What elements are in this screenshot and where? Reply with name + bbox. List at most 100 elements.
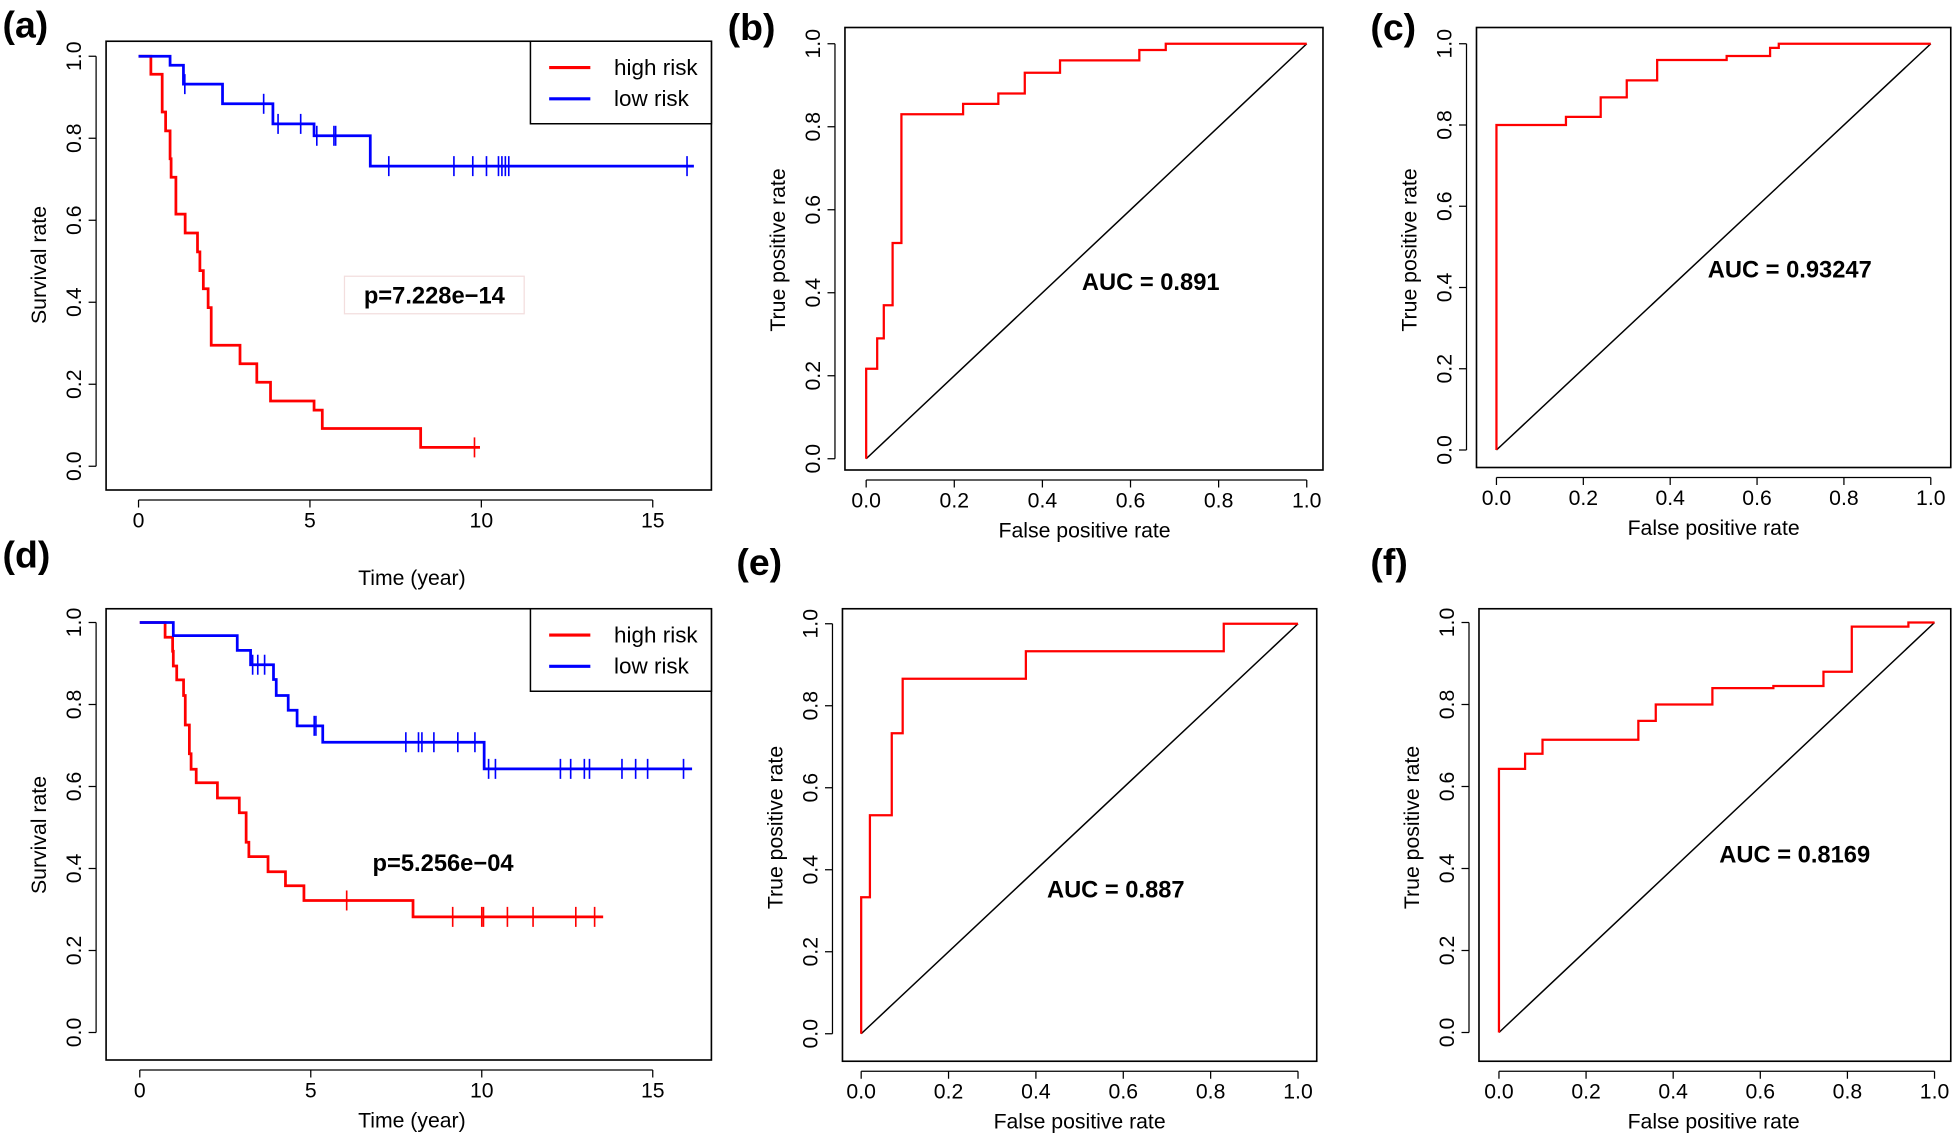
x-axis-label: Time (year) bbox=[358, 567, 466, 590]
y-tick-label: 0.8 bbox=[800, 691, 823, 721]
p-value-annotation: p=7.228e−14 bbox=[364, 284, 506, 310]
x-tick-label: 10 bbox=[470, 1079, 494, 1102]
panel-label: (d) bbox=[2, 533, 50, 575]
x-tick-label: 0.0 bbox=[846, 1081, 875, 1104]
y-tick-label: 0.0 bbox=[63, 451, 86, 481]
y-tick-label: 0.0 bbox=[802, 444, 825, 474]
x-tick-label: 1.0 bbox=[1292, 489, 1321, 512]
p-value-annotation: p=5.256e−04 bbox=[373, 851, 515, 877]
y-tick-label: 1.0 bbox=[802, 29, 825, 59]
x-axis-label: False positive rate bbox=[999, 519, 1171, 542]
x-tick-label: 5 bbox=[305, 1079, 317, 1102]
auc-annotation: AUC = 0.93247 bbox=[1708, 257, 1872, 283]
y-axis-label: True positive rate bbox=[1401, 746, 1424, 909]
x-tick-label: 0.2 bbox=[1569, 487, 1598, 510]
auc-annotation: AUC = 0.887 bbox=[1047, 877, 1185, 903]
x-axis-label: False positive rate bbox=[994, 1111, 1166, 1134]
y-tick-label: 0.0 bbox=[1436, 1018, 1459, 1048]
x-tick-label: 0.4 bbox=[1028, 489, 1058, 512]
auc-annotation: AUC = 0.8169 bbox=[1719, 842, 1870, 868]
x-axis-label: False positive rate bbox=[1628, 1111, 1800, 1134]
roc-curve bbox=[860, 622, 1299, 1034]
x-tick-label: 0.2 bbox=[940, 489, 969, 512]
y-tick-label: 0.6 bbox=[802, 195, 825, 225]
x-tick-label: 0.8 bbox=[1196, 1081, 1225, 1104]
survival-curve bbox=[139, 621, 693, 771]
y-tick-label: 0.8 bbox=[63, 690, 86, 720]
panel-label: (c) bbox=[1370, 6, 1416, 48]
y-tick-label: 1.0 bbox=[800, 609, 823, 639]
y-tick-label: 0.4 bbox=[1434, 273, 1457, 303]
panel-label: (b) bbox=[728, 6, 776, 48]
diagonal-reference-line bbox=[865, 43, 1308, 460]
y-axis-label: True positive rate bbox=[1399, 168, 1422, 331]
y-tick-label: 0.6 bbox=[63, 205, 86, 235]
y-tick-label: 1.0 bbox=[63, 608, 86, 638]
y-tick-label: 0.2 bbox=[63, 936, 86, 966]
x-tick-label: 0.0 bbox=[851, 489, 880, 512]
plot-frame bbox=[1475, 26, 1952, 469]
legend-entry: low risk bbox=[614, 86, 690, 111]
y-tick-label: 0.2 bbox=[802, 361, 825, 391]
plot-frame bbox=[105, 40, 713, 491]
x-tick-label: 1.0 bbox=[1916, 487, 1945, 510]
survival-curve bbox=[138, 54, 480, 449]
diagonal-reference-line bbox=[860, 623, 1299, 1035]
y-axis-label: Survival rate bbox=[28, 776, 51, 894]
x-tick-label: 0.6 bbox=[1116, 489, 1145, 512]
auc-annotation: AUC = 0.891 bbox=[1082, 270, 1220, 296]
x-tick-label: 0.0 bbox=[1484, 1081, 1513, 1104]
x-tick-label: 0 bbox=[133, 509, 145, 532]
x-tick-label: 0.2 bbox=[1571, 1081, 1600, 1104]
y-tick-label: 0.2 bbox=[800, 937, 823, 967]
x-tick-label: 0.4 bbox=[1658, 1081, 1688, 1104]
x-tick-label: 0.4 bbox=[1021, 1081, 1051, 1104]
y-tick-label: 0.2 bbox=[1434, 354, 1457, 384]
survival-curve bbox=[139, 621, 604, 919]
plot-frame bbox=[105, 607, 713, 1061]
y-tick-label: 0.8 bbox=[1436, 690, 1459, 720]
roc-curve bbox=[1497, 621, 1935, 1033]
x-tick-label: 0.8 bbox=[1833, 1081, 1862, 1104]
panel-label: (e) bbox=[736, 541, 782, 583]
x-tick-label: 0.2 bbox=[934, 1081, 963, 1104]
y-axis-label: Survival rate bbox=[28, 206, 51, 324]
roc-curve bbox=[1495, 42, 1931, 450]
legend-box bbox=[529, 40, 713, 125]
y-tick-label: 0.6 bbox=[800, 773, 823, 803]
y-tick-label: 0.0 bbox=[63, 1018, 86, 1048]
plot-frame bbox=[841, 607, 1318, 1063]
x-axis-label: False positive rate bbox=[1628, 517, 1800, 540]
y-axis-label: True positive rate bbox=[765, 746, 788, 909]
y-tick-label: 0.4 bbox=[63, 854, 86, 884]
diagonal-reference-line bbox=[1498, 621, 1936, 1034]
panel-label: (f) bbox=[1370, 541, 1407, 583]
y-tick-label: 0.4 bbox=[1436, 854, 1459, 884]
y-tick-label: 1.0 bbox=[1436, 608, 1459, 638]
x-tick-label: 15 bbox=[641, 509, 665, 532]
legend-entry: high risk bbox=[614, 55, 698, 80]
panel-a: (a) 0 5 10 15 0.0 0.2 0.4 0.6 0.8 1.0 Time (year) Su… bbox=[2, 3, 713, 590]
panel-f: (f) 0.0 0.2 0.4 0.6 0.8 1.0 0.0 0.2 0.4 0.6 0.8 1.0 F… bbox=[1370, 541, 1952, 1134]
legend: high risk low risk bbox=[529, 608, 713, 692]
roc-curve bbox=[865, 42, 1307, 459]
x-tick-label: 0 bbox=[134, 1079, 146, 1102]
panel-b: (b) 0.0 0.2 0.4 0.6 0.8 1.0 0.0 0.2 0.4 0.6 0.8 1.0 F… bbox=[728, 6, 1324, 543]
y-tick-label: 0.6 bbox=[63, 772, 86, 802]
x-tick-label: 1.0 bbox=[1283, 1081, 1312, 1104]
y-axis-label: True positive rate bbox=[767, 168, 790, 331]
x-tick-label: 0.6 bbox=[1109, 1081, 1138, 1104]
y-tick-label: 0.6 bbox=[1436, 772, 1459, 802]
panel-d: (d) 0 5 10 15 0.0 0.2 0.4 0.6 0.8 1.0 Time (year) Su… bbox=[2, 533, 713, 1133]
plot-frame bbox=[1478, 607, 1952, 1063]
legend: high risk low risk bbox=[529, 40, 713, 125]
km-series-low-risk bbox=[138, 54, 694, 177]
x-tick-label: 0.6 bbox=[1742, 487, 1771, 510]
diagonal-reference-line bbox=[1495, 43, 1932, 451]
x-tick-label: 5 bbox=[304, 509, 316, 532]
panel-e: (e) 0.0 0.2 0.4 0.6 0.8 1.0 0.0 0.2 0.4 0.6 0.8 1.0 F… bbox=[736, 541, 1318, 1134]
y-tick-label: 0.4 bbox=[802, 278, 825, 308]
panel-label: (a) bbox=[2, 3, 48, 45]
y-tick-label: 0.8 bbox=[802, 112, 825, 142]
